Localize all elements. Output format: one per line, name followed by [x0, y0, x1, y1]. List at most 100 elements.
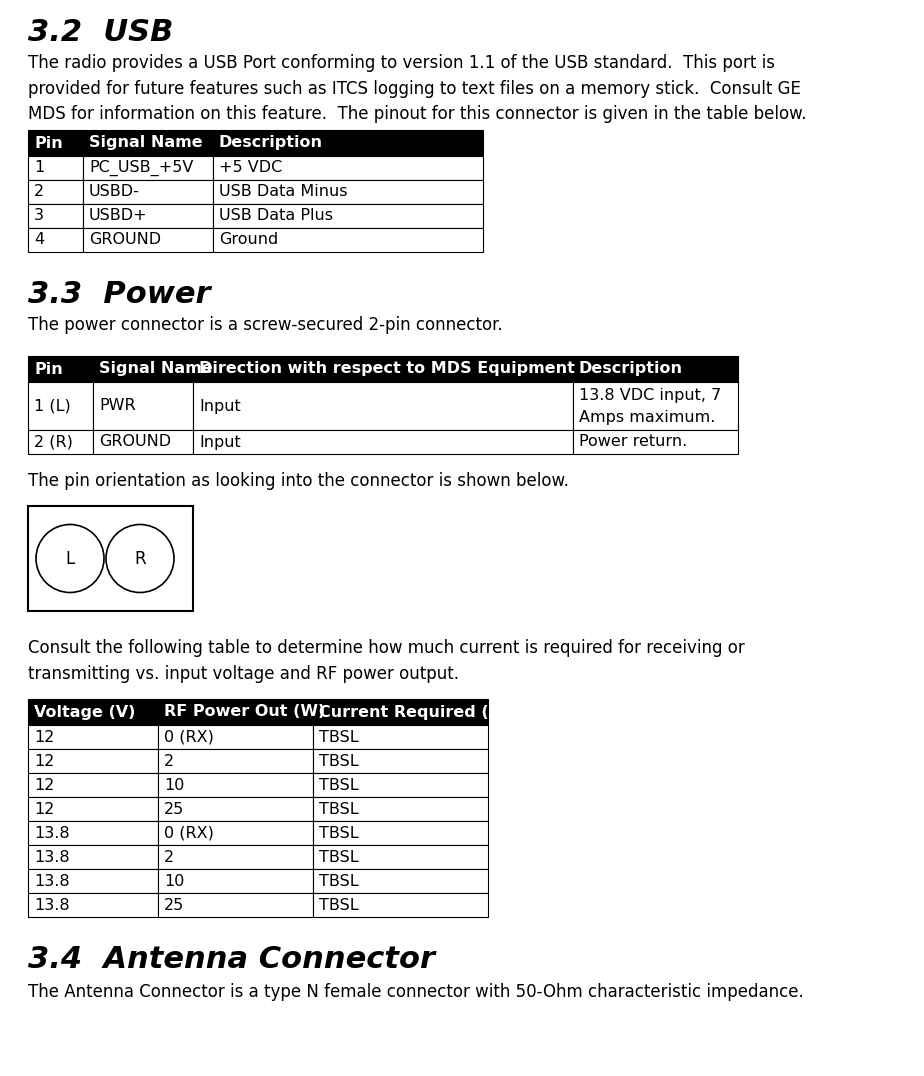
Text: 3: 3: [34, 209, 44, 224]
Circle shape: [36, 524, 104, 593]
Bar: [28, 725, 158, 749]
Text: Voltage (V): Voltage (V): [34, 705, 136, 720]
Text: Input: Input: [199, 398, 241, 413]
Text: TBSL: TBSL: [319, 897, 359, 912]
Text: Direction with respect to MDS Equipment: Direction with respect to MDS Equipment: [199, 362, 575, 377]
Text: Pin: Pin: [34, 136, 63, 151]
Bar: [313, 773, 488, 797]
Text: 12: 12: [34, 730, 55, 745]
Text: L: L: [66, 550, 75, 567]
Bar: [93, 382, 193, 430]
Text: 2 (R): 2 (R): [34, 435, 73, 450]
Text: USBD+: USBD+: [89, 209, 148, 224]
Text: TBSL: TBSL: [319, 753, 359, 768]
Bar: [213, 180, 483, 204]
Bar: [28, 180, 83, 204]
Text: 4: 4: [34, 232, 44, 247]
Bar: [158, 725, 313, 749]
Text: The Antenna Connector is a type N female connector with 50-Ohm characteristic im: The Antenna Connector is a type N female…: [28, 983, 804, 1001]
Bar: [313, 821, 488, 845]
Bar: [313, 749, 488, 773]
Text: Current Required (A): Current Required (A): [319, 705, 508, 720]
Text: 13.8: 13.8: [34, 849, 69, 864]
Text: 25: 25: [164, 802, 184, 817]
Bar: [83, 228, 213, 252]
Bar: [28, 893, 158, 917]
Bar: [158, 773, 313, 797]
Bar: [213, 228, 483, 252]
Bar: [28, 356, 93, 382]
Text: USBD-: USBD-: [89, 184, 140, 199]
Text: GROUND: GROUND: [89, 232, 161, 247]
Text: 13.8: 13.8: [34, 874, 69, 889]
Text: PC_USB_+5V: PC_USB_+5V: [89, 160, 193, 176]
Text: 13.8: 13.8: [34, 897, 69, 912]
Bar: [28, 204, 83, 228]
Text: TBSL: TBSL: [319, 825, 359, 840]
Text: TBSL: TBSL: [319, 874, 359, 889]
Text: 12: 12: [34, 778, 55, 793]
Bar: [573, 356, 738, 382]
Text: Signal Name: Signal Name: [89, 136, 202, 151]
Text: 13.8 VDC input, 7
Amps maximum.: 13.8 VDC input, 7 Amps maximum.: [579, 388, 722, 425]
Bar: [193, 430, 573, 454]
Text: R: R: [134, 550, 146, 567]
Text: 3.3  Power: 3.3 Power: [28, 280, 211, 309]
Text: 25: 25: [164, 897, 184, 912]
Bar: [83, 130, 213, 156]
Text: Description: Description: [219, 136, 323, 151]
Bar: [28, 130, 83, 156]
Bar: [313, 869, 488, 893]
Bar: [213, 130, 483, 156]
Text: 12: 12: [34, 802, 55, 817]
Bar: [83, 204, 213, 228]
Bar: [193, 382, 573, 430]
Bar: [213, 204, 483, 228]
Text: Power return.: Power return.: [579, 435, 687, 450]
Text: +5 VDC: +5 VDC: [219, 160, 282, 175]
Text: The radio provides a USB Port conforming to version 1.1 of the USB standard.  Th: The radio provides a USB Port conforming…: [28, 54, 807, 124]
Bar: [28, 821, 158, 845]
Bar: [158, 845, 313, 869]
Text: 3.2  USB: 3.2 USB: [28, 18, 174, 47]
Text: USB Data Plus: USB Data Plus: [219, 209, 333, 224]
Bar: [213, 156, 483, 180]
Text: Description: Description: [579, 362, 683, 377]
Text: 0 (RX): 0 (RX): [164, 730, 213, 745]
Text: Signal Name: Signal Name: [99, 362, 213, 377]
Text: 1 (L): 1 (L): [34, 398, 71, 413]
Bar: [28, 797, 158, 821]
Text: GROUND: GROUND: [99, 435, 171, 450]
Bar: [83, 156, 213, 180]
Bar: [158, 893, 313, 917]
Text: PWR: PWR: [99, 398, 136, 413]
Text: RF Power Out (W): RF Power Out (W): [164, 705, 325, 720]
Text: Ground: Ground: [219, 232, 278, 247]
Text: Consult the following table to determine how much current is required for receiv: Consult the following table to determine…: [28, 639, 745, 682]
Bar: [158, 699, 313, 725]
Text: TBSL: TBSL: [319, 730, 359, 745]
Bar: [83, 180, 213, 204]
Text: 2: 2: [34, 184, 44, 199]
Text: 2: 2: [164, 753, 174, 768]
Text: 3.4  Antenna Connector: 3.4 Antenna Connector: [28, 945, 435, 974]
Bar: [158, 749, 313, 773]
Bar: [28, 382, 93, 430]
Bar: [313, 725, 488, 749]
Bar: [93, 356, 193, 382]
Bar: [313, 893, 488, 917]
Bar: [158, 821, 313, 845]
Bar: [573, 382, 738, 430]
Bar: [28, 156, 83, 180]
Bar: [193, 356, 573, 382]
Bar: [573, 430, 738, 454]
Text: Pin: Pin: [34, 362, 63, 377]
Text: TBSL: TBSL: [319, 778, 359, 793]
Bar: [28, 699, 158, 725]
Text: 1: 1: [34, 160, 44, 175]
Bar: [28, 430, 93, 454]
Bar: [313, 797, 488, 821]
Text: 10: 10: [164, 874, 185, 889]
Text: TBSL: TBSL: [319, 849, 359, 864]
Text: USB Data Minus: USB Data Minus: [219, 184, 347, 199]
